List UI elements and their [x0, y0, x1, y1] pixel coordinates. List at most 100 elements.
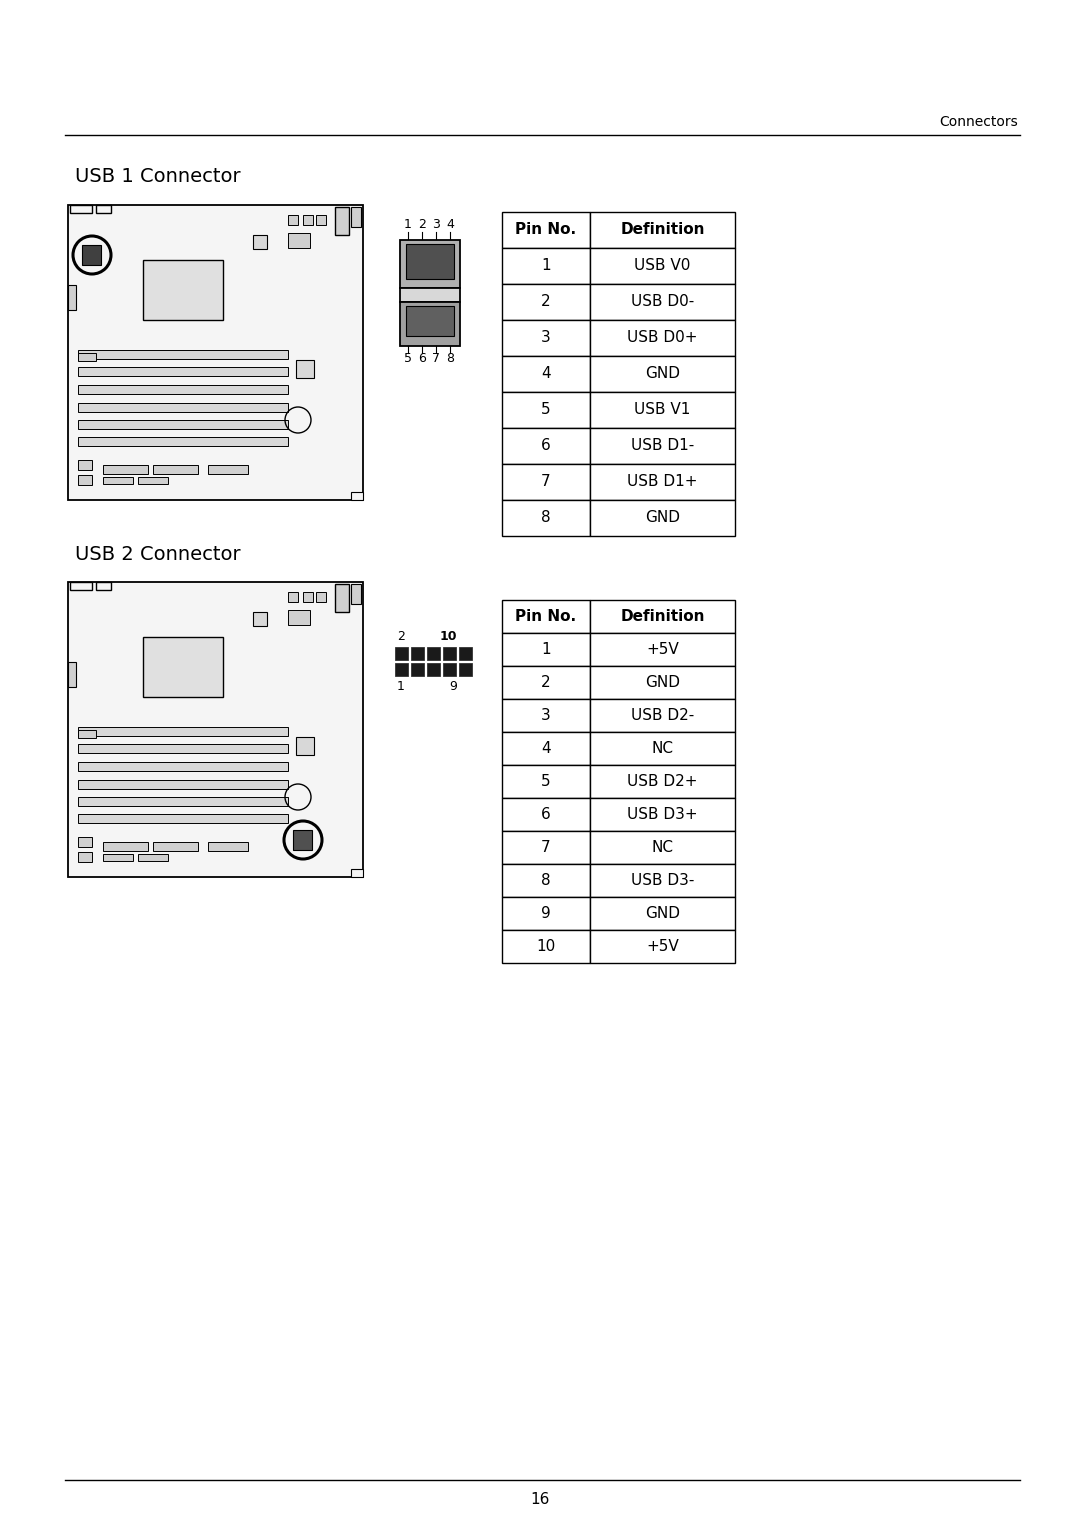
Bar — [78, 476, 92, 485]
Text: Connectors: Connectors — [940, 115, 1018, 128]
Bar — [411, 647, 424, 661]
Bar — [68, 205, 363, 500]
Text: GND: GND — [645, 511, 680, 526]
Text: 3: 3 — [432, 219, 440, 231]
Bar — [68, 662, 76, 687]
Bar — [590, 898, 735, 930]
Text: 8: 8 — [446, 352, 454, 364]
Bar — [502, 213, 590, 248]
Bar — [103, 842, 148, 852]
Bar — [502, 284, 590, 320]
Bar — [78, 353, 96, 361]
Bar — [78, 813, 288, 823]
Bar — [459, 664, 472, 676]
Bar — [143, 260, 222, 320]
Text: Pin No.: Pin No. — [515, 223, 577, 237]
Text: USB 2 Connector: USB 2 Connector — [75, 544, 241, 564]
Bar — [351, 584, 361, 604]
Bar — [502, 864, 590, 898]
Bar — [78, 729, 96, 739]
Text: 3: 3 — [541, 708, 551, 723]
Bar — [590, 699, 735, 732]
Text: USB D0-: USB D0- — [631, 295, 694, 309]
Bar — [590, 500, 735, 537]
Bar — [502, 898, 590, 930]
Text: 4: 4 — [541, 742, 551, 755]
Bar — [78, 797, 288, 806]
Text: 2: 2 — [397, 630, 405, 644]
Bar — [70, 205, 92, 213]
Text: Pin No.: Pin No. — [515, 609, 577, 624]
Bar — [351, 868, 363, 878]
Bar — [78, 460, 92, 469]
Bar — [208, 465, 248, 474]
Text: 1: 1 — [541, 642, 551, 657]
Bar — [395, 647, 408, 661]
Bar — [153, 465, 198, 474]
Text: 6: 6 — [541, 807, 551, 823]
Bar — [143, 638, 222, 697]
Bar — [303, 592, 313, 602]
Bar — [502, 633, 590, 667]
Bar — [590, 463, 735, 500]
Bar — [502, 830, 590, 864]
Text: +5V: +5V — [646, 939, 679, 954]
Text: USB D3-: USB D3- — [631, 873, 694, 888]
Bar — [288, 610, 310, 625]
Bar — [153, 842, 198, 852]
Text: 3: 3 — [541, 330, 551, 346]
Bar — [590, 356, 735, 391]
Text: GND: GND — [645, 367, 680, 382]
Bar — [335, 206, 349, 235]
Bar — [78, 367, 288, 376]
Text: 7: 7 — [541, 839, 551, 855]
Bar — [78, 761, 288, 771]
Bar — [590, 248, 735, 284]
Bar — [590, 391, 735, 428]
Text: 16: 16 — [530, 1492, 550, 1508]
Bar — [502, 798, 590, 830]
Bar — [351, 206, 361, 226]
Text: 8: 8 — [541, 511, 551, 526]
Bar — [400, 303, 460, 346]
Bar — [590, 798, 735, 830]
Bar — [296, 737, 314, 755]
Text: NC: NC — [651, 839, 674, 855]
Bar — [96, 205, 111, 213]
Bar — [590, 764, 735, 798]
Text: 8: 8 — [541, 873, 551, 888]
Text: GND: GND — [645, 907, 680, 920]
Text: USB V1: USB V1 — [634, 402, 691, 417]
Bar — [103, 855, 133, 861]
Text: 5: 5 — [404, 352, 411, 364]
Bar — [68, 583, 363, 878]
Bar — [502, 930, 590, 963]
Bar — [253, 612, 267, 625]
Text: 10: 10 — [537, 939, 555, 954]
Bar — [502, 356, 590, 391]
Bar — [443, 647, 456, 661]
Bar — [103, 477, 133, 485]
Text: 5: 5 — [541, 774, 551, 789]
Bar — [590, 213, 735, 248]
Bar — [502, 667, 590, 699]
Bar — [590, 428, 735, 463]
Bar — [590, 667, 735, 699]
Bar — [253, 235, 267, 249]
Bar — [590, 320, 735, 356]
Text: 7: 7 — [432, 352, 440, 364]
Text: USB D3+: USB D3+ — [627, 807, 698, 823]
Bar — [502, 500, 590, 537]
Bar — [395, 664, 408, 676]
Text: 1: 1 — [404, 219, 411, 231]
Bar — [590, 930, 735, 963]
Bar — [502, 428, 590, 463]
Bar — [411, 664, 424, 676]
Text: USB D1-: USB D1- — [631, 439, 694, 454]
Text: 7: 7 — [541, 474, 551, 489]
Bar — [68, 284, 76, 310]
Text: 4: 4 — [541, 367, 551, 382]
Text: 9: 9 — [541, 907, 551, 920]
Bar — [138, 477, 168, 485]
Text: Definition: Definition — [620, 223, 705, 237]
